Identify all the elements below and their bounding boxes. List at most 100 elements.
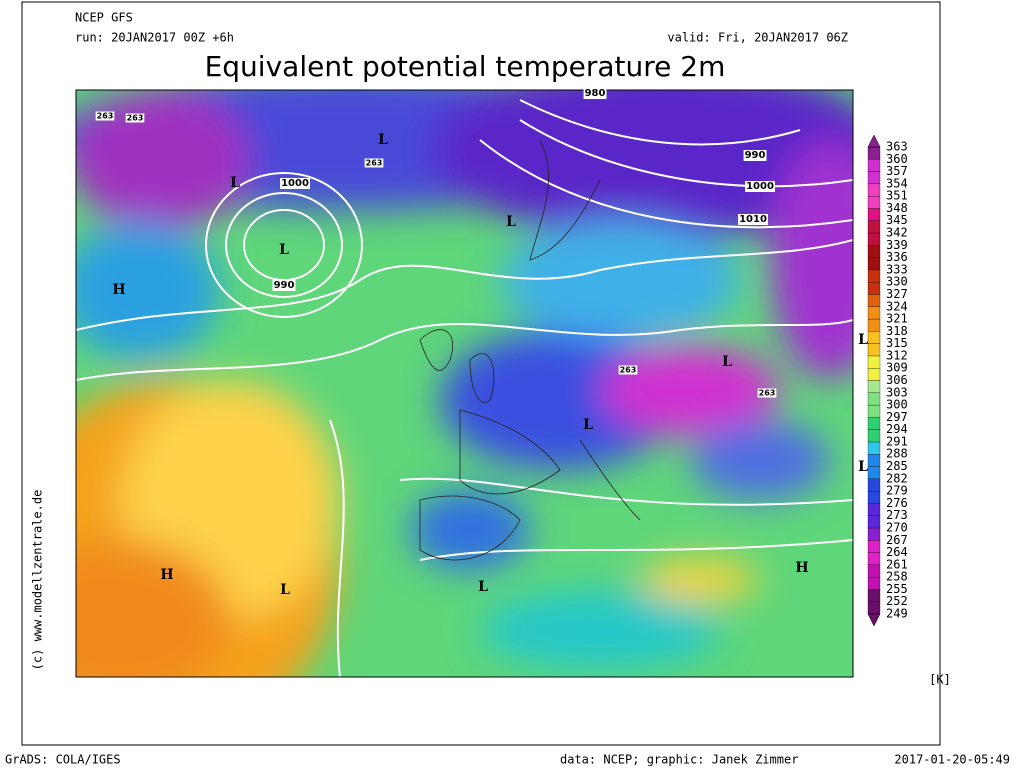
pressure-center: L bbox=[506, 214, 516, 230]
colorbar-end bbox=[867, 134, 881, 148]
colorbar-label: 285 bbox=[886, 459, 908, 473]
colorbar-label: 324 bbox=[886, 299, 908, 313]
pressure-center: H bbox=[795, 560, 808, 576]
colorbar-band bbox=[867, 331, 881, 344]
colorbar-label: 261 bbox=[886, 557, 908, 571]
contour-label: 990 bbox=[274, 280, 295, 291]
contour-label: 263 bbox=[127, 114, 144, 123]
colorbar-band bbox=[867, 196, 881, 209]
pressure-center: L bbox=[279, 242, 289, 258]
colorbar-band bbox=[867, 441, 881, 455]
colorbar-end bbox=[867, 613, 881, 627]
colorbar-band bbox=[867, 515, 881, 529]
colorbar-label: 273 bbox=[886, 508, 908, 522]
colorbar-band bbox=[867, 589, 881, 602]
colorbar-band bbox=[867, 232, 881, 246]
contour-label-bg bbox=[583, 88, 607, 99]
colorbar-label: 300 bbox=[886, 398, 908, 412]
colorbar-label: 333 bbox=[886, 262, 908, 276]
side-credit: (c) www.modellzentrale.de bbox=[31, 490, 45, 671]
colorbar-label: 291 bbox=[886, 434, 908, 448]
colorbar-band bbox=[867, 257, 881, 271]
colorbar-label: 306 bbox=[886, 373, 908, 387]
colorbar-label: 270 bbox=[886, 520, 908, 534]
colorbar-band bbox=[867, 466, 881, 479]
colorbar-label: 327 bbox=[886, 287, 908, 301]
contour-label: 1000 bbox=[281, 178, 309, 189]
unit-label: [K] bbox=[929, 673, 951, 687]
colorbar-label: 297 bbox=[886, 410, 908, 424]
colorbar-band bbox=[867, 183, 881, 197]
pressure-center: L bbox=[858, 332, 868, 348]
colorbar-band bbox=[867, 417, 881, 430]
colorbar-band bbox=[867, 392, 881, 406]
colorbar-label: 342 bbox=[886, 226, 908, 240]
colorbar-label: 360 bbox=[886, 152, 908, 166]
title: Equivalent potential temperature 2m bbox=[205, 50, 726, 83]
colorbar-label: 279 bbox=[886, 484, 908, 498]
credits-label: data: NCEP; graphic: Janek Zimmer bbox=[560, 753, 798, 767]
contour-label-bg bbox=[95, 111, 115, 121]
contour-label: 263 bbox=[97, 112, 114, 121]
colorbar-band bbox=[867, 146, 881, 160]
coastlines bbox=[419, 139, 641, 561]
pressure-center: L bbox=[858, 459, 868, 475]
contour-label-bg bbox=[272, 280, 296, 291]
colorbar-band bbox=[867, 294, 881, 307]
pressure-center: L bbox=[478, 579, 488, 595]
contour-label-bg bbox=[364, 158, 384, 168]
colorbar-label: 363 bbox=[886, 140, 908, 154]
pressure-center: H bbox=[160, 567, 173, 583]
colorbar-label: 249 bbox=[886, 607, 908, 621]
pressure-center: L bbox=[280, 582, 290, 598]
contour-label-bg bbox=[618, 365, 638, 375]
map bbox=[76, 90, 853, 677]
colorbar-band bbox=[867, 404, 881, 418]
colorbar-label: 258 bbox=[886, 570, 908, 584]
colorbar-band bbox=[867, 380, 881, 393]
colorbar-label: 276 bbox=[886, 496, 908, 510]
colorbar-band bbox=[867, 503, 881, 516]
timestamp-label: 2017-01-20-05:49 bbox=[894, 753, 1010, 767]
colorbar-band bbox=[867, 540, 881, 553]
pressure-center: L bbox=[583, 417, 593, 433]
colorbar-band bbox=[867, 318, 881, 332]
isobars bbox=[76, 99, 853, 677]
colorbar-label: 309 bbox=[886, 361, 908, 375]
colorbar-band bbox=[867, 490, 881, 504]
pressure-center: L bbox=[378, 132, 388, 148]
colorbar-label: 357 bbox=[886, 164, 908, 178]
colorbar-label: 267 bbox=[886, 533, 908, 547]
colorbar-label: 345 bbox=[886, 213, 908, 227]
contour-label-bg bbox=[757, 388, 777, 398]
contour-label-bg bbox=[738, 214, 768, 225]
colorbar-band bbox=[867, 454, 881, 467]
colorbar-band bbox=[867, 282, 881, 295]
run-label: run: 20JAN2017 00Z +6h bbox=[75, 31, 234, 45]
contour-label: 1000 bbox=[746, 181, 774, 192]
contour-label: 990 bbox=[745, 150, 766, 161]
colorbar-label: 312 bbox=[886, 348, 908, 362]
pressure-center: H bbox=[112, 282, 125, 298]
colorbar-label: 294 bbox=[886, 422, 908, 436]
model-label: NCEP GFS bbox=[75, 11, 133, 25]
colorbar-label: 303 bbox=[886, 385, 908, 399]
contour-label: 263 bbox=[620, 366, 637, 375]
contour-label: 263 bbox=[759, 389, 776, 398]
colorbar-band bbox=[867, 220, 881, 234]
colorbar-band bbox=[867, 601, 881, 615]
colorbar-band bbox=[867, 478, 881, 492]
colorbar-band bbox=[867, 564, 881, 578]
colorbar-band bbox=[867, 576, 881, 590]
contour-label-bg bbox=[745, 181, 775, 192]
colorbar-label: 318 bbox=[886, 324, 908, 338]
colorbar-label: 354 bbox=[886, 176, 908, 190]
colorbar-label: 330 bbox=[886, 275, 908, 289]
colorbar-label: 348 bbox=[886, 201, 908, 215]
colorbar-label: 351 bbox=[886, 189, 908, 203]
contour-label: 263 bbox=[366, 159, 383, 168]
colorbar-label: 288 bbox=[886, 447, 908, 461]
colorbar-band bbox=[867, 368, 881, 381]
colorbar-band bbox=[867, 552, 881, 565]
